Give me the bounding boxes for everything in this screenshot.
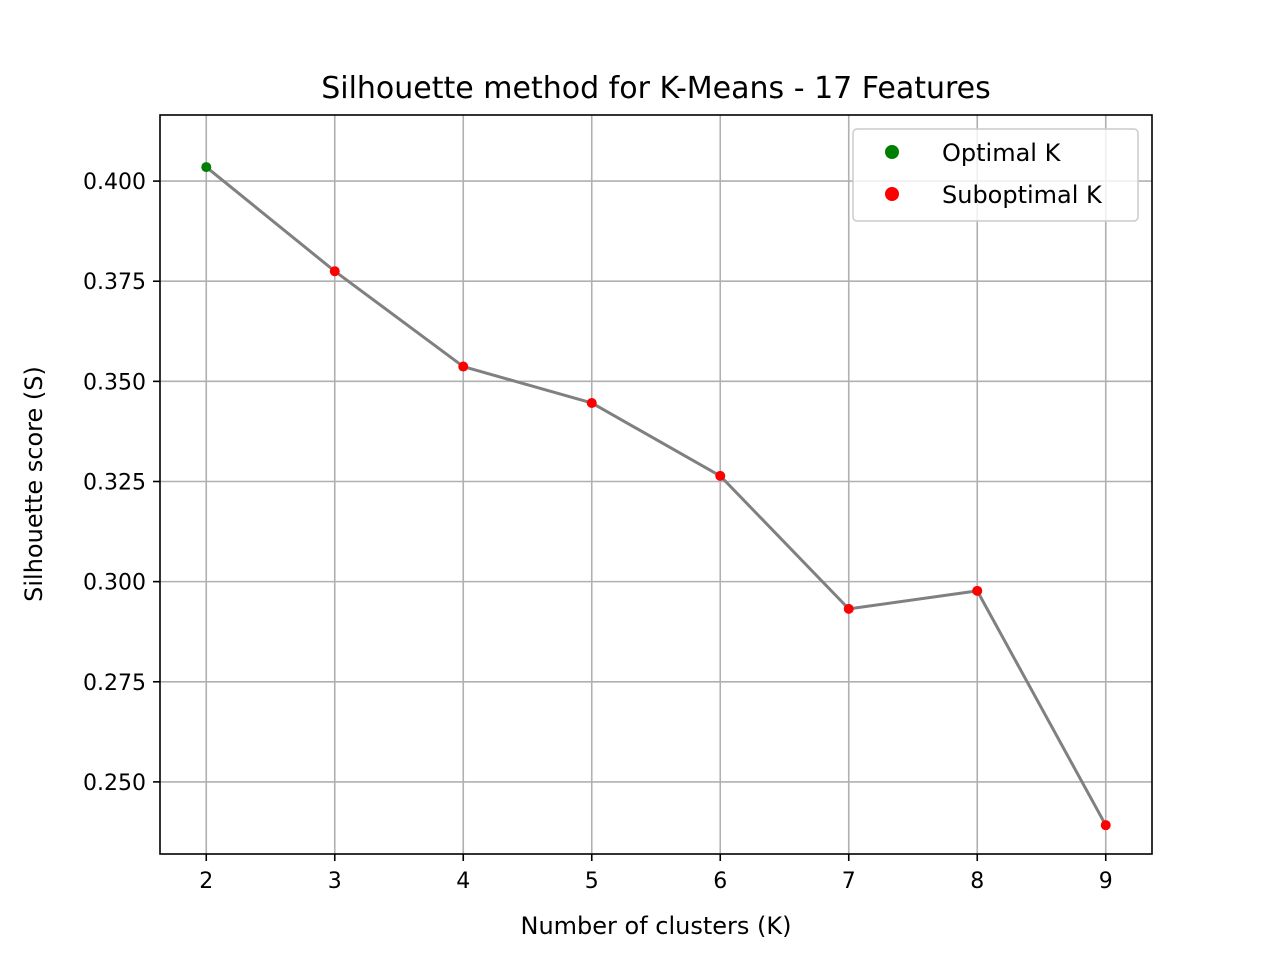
suboptimal-k-point-8: [972, 585, 983, 596]
y-tick-label-4: 0.350: [83, 370, 146, 395]
y-tick-label-6: 0.400: [83, 170, 146, 195]
series-line-layer: [205, 165, 1108, 826]
y-tick-label-3: 0.325: [83, 470, 146, 495]
suboptimal-k-point-7: [843, 603, 854, 614]
silhouette-series-line: [205, 165, 1108, 826]
x-axis-ticks: 2 3 4 5 6 7 8 9: [199, 854, 1113, 894]
x-tick-label-4: 4: [456, 869, 470, 894]
x-tick-label-6: 6: [713, 869, 727, 894]
suboptimal-k-point-9: [1100, 820, 1111, 831]
y-axis-label: Silhouette score (S): [20, 366, 48, 602]
optimal-k-point-2: [201, 162, 212, 173]
y-tick-label-1: 0.275: [83, 671, 146, 696]
data-points: [201, 162, 1111, 831]
x-tick-label-9: 9: [1099, 869, 1113, 894]
chart-title: Silhouette method for K-Means - 17 Featu…: [321, 71, 991, 106]
legend-label-optimal: Optimal K: [942, 139, 1062, 167]
x-tick-label-7: 7: [842, 869, 856, 894]
plot-frame: [159, 114, 1153, 855]
x-tick-label-8: 8: [970, 869, 984, 894]
x-tick-label-5: 5: [585, 869, 599, 894]
y-axis-ticks: 0.250 0.275 0.300 0.325 0.350 0.375 0.400: [83, 170, 160, 796]
legend-marker-suboptimal: [885, 187, 899, 201]
x-axis-label: Number of clusters (K): [520, 912, 791, 940]
legend-marker-optimal: [885, 145, 899, 159]
legend: Optimal K Suboptimal K: [852, 128, 1139, 222]
y-tick-label-5: 0.375: [83, 270, 146, 295]
x-tick-label-2: 2: [199, 869, 213, 894]
suboptimal-k-point-3: [329, 266, 340, 277]
legend-label-suboptimal: Suboptimal K: [942, 181, 1103, 209]
grid: [160, 115, 1152, 854]
y-tick-label-2: 0.300: [83, 571, 146, 596]
suboptimal-k-point-4: [458, 361, 469, 372]
y-tick-label-0: 0.250: [83, 771, 146, 796]
suboptimal-k-point-6: [715, 470, 726, 481]
legend-box: [852, 128, 1139, 222]
x-tick-label-3: 3: [328, 869, 342, 894]
suboptimal-k-point-5: [586, 397, 597, 408]
